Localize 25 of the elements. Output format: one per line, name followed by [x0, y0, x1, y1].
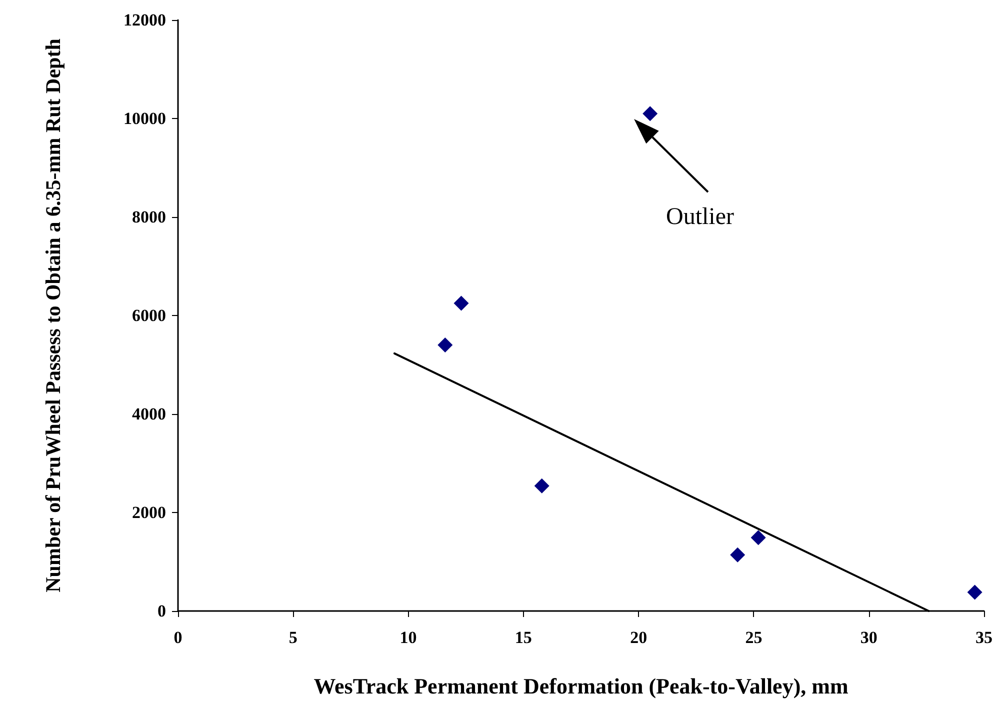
x-tick-label: 35 — [976, 628, 992, 647]
point — [967, 584, 982, 600]
point — [730, 547, 746, 562]
y-tick-label: 8000 — [132, 208, 166, 226]
x-tick-label: 30 — [860, 628, 878, 647]
annotation: Outlier — [666, 204, 734, 230]
point — [642, 106, 658, 122]
point — [454, 296, 469, 311]
point — [534, 478, 550, 494]
y-tick-label: 4000 — [132, 404, 166, 424]
x-tick-label: 15 — [514, 628, 532, 647]
point — [438, 338, 453, 353]
y-axis-title: Number of PruWheel Passess to Obtain a 6.35-mm Rut Depth — [41, 38, 65, 592]
y-tick-label: 12000 — [124, 10, 166, 30]
x-tick-label: 20 — [630, 628, 648, 647]
y-tick-label: 2000 — [132, 503, 166, 522]
y-tick-label: 6000 — [132, 306, 166, 325]
point — [750, 530, 766, 546]
y-tick-label: 10000 — [124, 109, 166, 128]
x-tick-label: 10 — [400, 628, 417, 647]
x-tick-label: 0 — [174, 628, 182, 647]
x-tick-label: 5 — [288, 628, 298, 647]
x-axis-title: WesTrack Permanent Deformation (Peak-to-Valley), mm — [314, 674, 848, 698]
x-tick-label: 25 — [745, 628, 762, 647]
y-tick-label: 0 — [158, 602, 166, 620]
